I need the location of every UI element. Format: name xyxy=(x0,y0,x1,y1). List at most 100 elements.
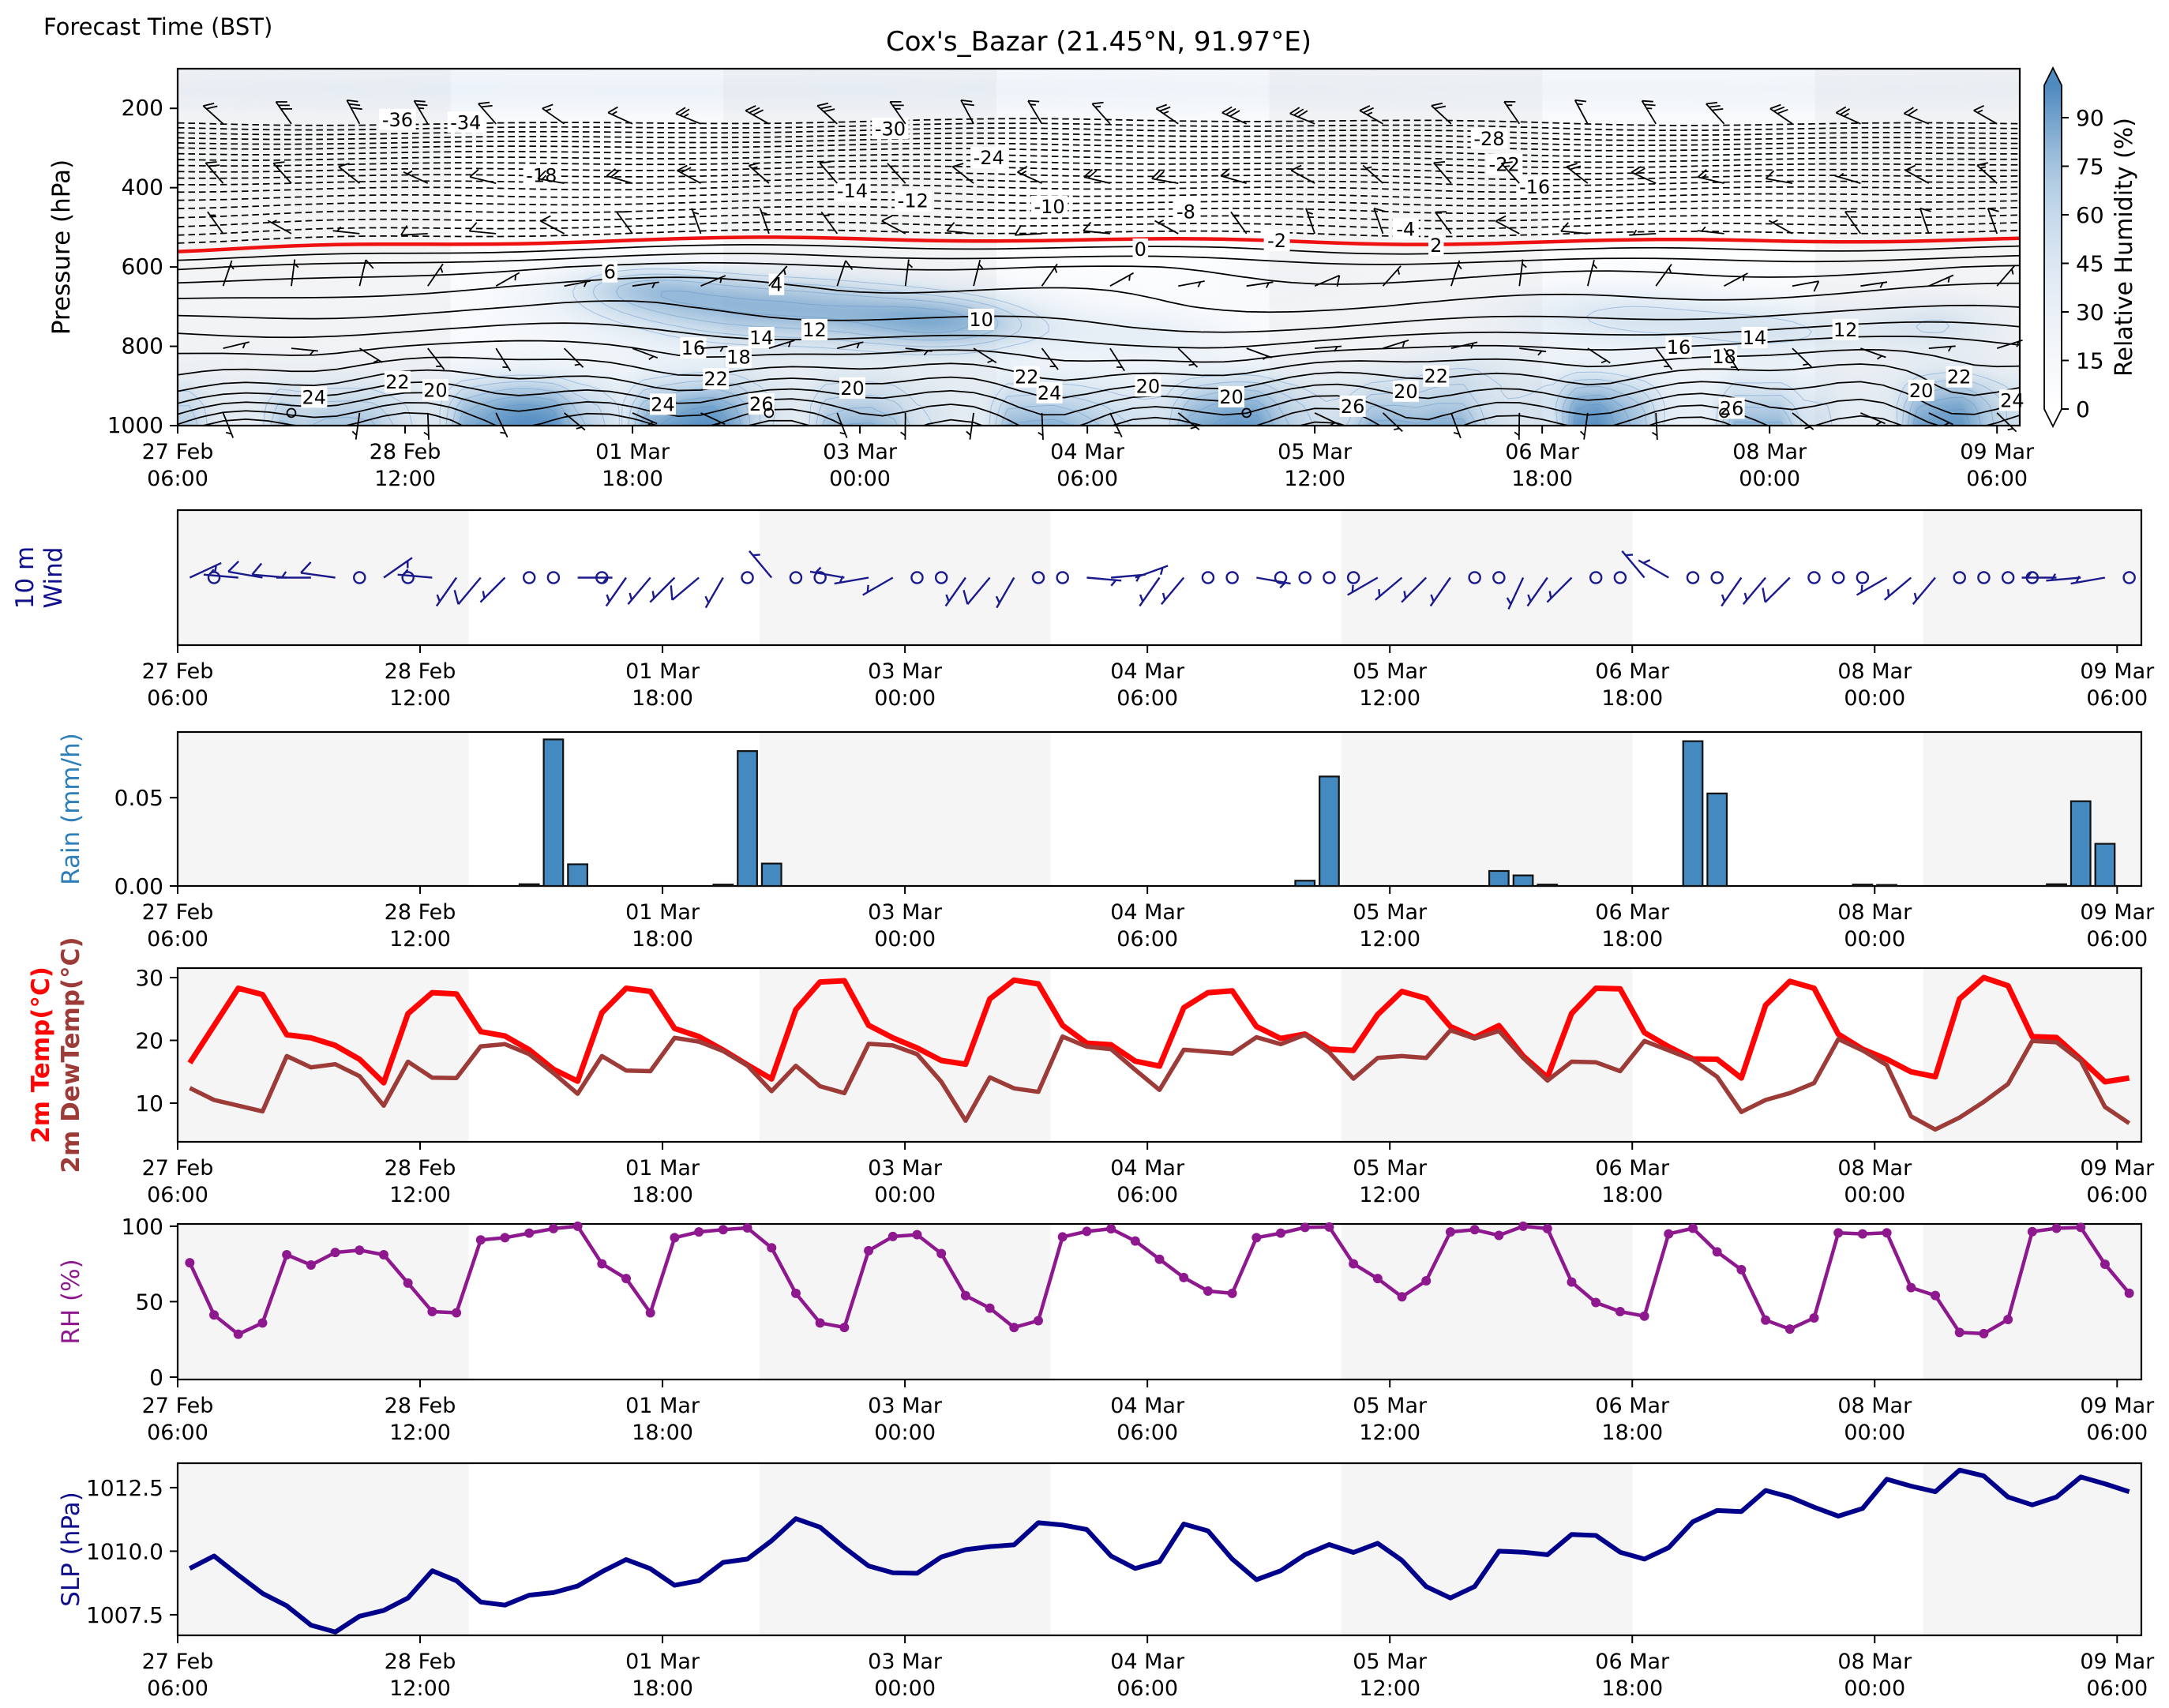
contour-label: 16 xyxy=(1667,336,1691,358)
contour-label: 12 xyxy=(802,319,827,341)
wind-barb xyxy=(1769,103,1793,125)
wind-barb xyxy=(300,561,336,579)
rh-marker xyxy=(1179,1272,1189,1282)
temp-contour-line xyxy=(923,419,983,426)
x-tick-label-date: 08 Mar xyxy=(1837,659,1912,684)
x-tick-label-date: 04 Mar xyxy=(1110,659,1185,684)
wind-barb xyxy=(427,347,445,370)
calm-circle xyxy=(1323,571,1336,584)
x-tick-label-date: 04 Mar xyxy=(1050,440,1125,464)
x-tick-label-time: 12:00 xyxy=(389,1676,451,1701)
rh-marker xyxy=(1276,1228,1286,1238)
rh-marker xyxy=(767,1243,777,1253)
y-tick-label: 800 xyxy=(122,333,163,359)
x-tick-label-date: 05 Mar xyxy=(1353,900,1428,925)
wind-barb xyxy=(1996,265,2016,287)
contour-label-box xyxy=(301,386,328,408)
x-tick-label-time: 00:00 xyxy=(874,1421,936,1445)
calm-circle xyxy=(1298,571,1312,584)
x-tick-label-date: 08 Mar xyxy=(1732,440,1807,464)
wind-barb xyxy=(1401,576,1428,603)
rh-contour-line xyxy=(1555,378,1656,426)
wind-barb xyxy=(2021,571,2057,579)
contour-label-box xyxy=(748,392,775,415)
y-tick-label: 0 xyxy=(149,1365,163,1391)
wind-barb xyxy=(1220,168,1247,184)
rh-marker xyxy=(330,1248,340,1258)
rh-marker xyxy=(185,1258,195,1268)
temp-contour-line xyxy=(1462,415,1570,426)
temp-contour-line xyxy=(177,348,2021,381)
colorbar-tick-label: 0 xyxy=(2076,396,2090,422)
contour-label-box xyxy=(1832,318,1859,340)
colorbar-tick-label: 30 xyxy=(2076,299,2104,325)
wind-barb xyxy=(1450,260,1462,287)
wind-barb xyxy=(960,99,974,125)
wind-barb xyxy=(691,208,702,235)
calm-circle xyxy=(1710,571,1724,584)
rh-contour-line xyxy=(1568,394,1631,426)
wind-barb xyxy=(748,162,770,184)
contour-label: 10 xyxy=(969,309,993,331)
rh-marker xyxy=(1349,1259,1359,1269)
x-tick-label-date: 09 Mar xyxy=(2080,659,2155,684)
x-tick-label-date: 28 Feb xyxy=(385,659,456,684)
x-tick-label-time: 18:00 xyxy=(632,1183,693,1207)
rh-marker xyxy=(475,1235,486,1245)
wind-barb xyxy=(1177,347,1199,368)
wind-barb xyxy=(1860,412,1886,426)
temp-contour-line xyxy=(177,142,2021,152)
wind-barb xyxy=(1289,107,1315,125)
wind-barb xyxy=(1792,412,1814,430)
rh-contour-line xyxy=(1733,421,1784,426)
x-tick-label-date: 04 Mar xyxy=(1110,1650,1185,1674)
wind-barb xyxy=(1314,274,1341,287)
wind-barb xyxy=(1973,104,1998,125)
wind-barb xyxy=(1987,208,1999,235)
wind-barb xyxy=(700,412,726,426)
rh-contour-line xyxy=(178,390,208,426)
temp-contour-line xyxy=(177,148,2020,157)
x-tick-label-date: 05 Mar xyxy=(1278,440,1353,464)
wind-barb xyxy=(1903,107,1930,125)
wind-barb xyxy=(1860,347,1886,360)
x-tick-label-time: 12:00 xyxy=(1359,1676,1420,1701)
wind-barb xyxy=(809,566,845,579)
x-tick-label-time: 06:00 xyxy=(147,686,208,711)
rh-marker xyxy=(960,1290,970,1301)
y-axis-label: 10 m xyxy=(11,546,39,610)
wind-barb xyxy=(837,341,864,349)
rh-contour-line xyxy=(1912,396,1981,426)
contour-label-box xyxy=(1173,201,1199,223)
x-tick-label-time: 06:00 xyxy=(147,467,208,491)
rh-marker xyxy=(694,1227,704,1237)
wind-barb xyxy=(203,569,238,579)
x-tick-label-date: 09 Mar xyxy=(2080,900,2155,925)
x-tick-label-date: 06 Mar xyxy=(1505,440,1580,464)
contour-label: 22 xyxy=(385,371,410,393)
x-tick-label-time: 06:00 xyxy=(147,1421,208,1445)
temp-contour-line xyxy=(177,191,2021,201)
contour-label: 26 xyxy=(749,393,774,415)
rh-marker xyxy=(1567,1277,1577,1287)
wind-barb xyxy=(400,225,428,236)
rh-marker xyxy=(1251,1233,1262,1243)
x-tick-label-time: 06:00 xyxy=(2086,1183,2148,1207)
rh-contour-line xyxy=(816,394,910,426)
wind-barb xyxy=(468,222,497,235)
contour-label-box xyxy=(1132,238,1149,261)
y-tick-label: 1012.5 xyxy=(86,1475,163,1501)
rh-contour-line xyxy=(1357,403,1477,426)
wind-barb xyxy=(605,576,627,607)
wind-barb xyxy=(272,161,292,184)
x-tick-label-date: 27 Feb xyxy=(142,440,214,464)
x-tick-label-date: 09 Mar xyxy=(2080,1650,2155,1674)
rh-marker xyxy=(257,1318,268,1328)
wind-barb xyxy=(768,340,795,349)
wind-barb xyxy=(1014,225,1042,236)
contour-label-box xyxy=(447,111,485,133)
x-tick-label-date: 04 Mar xyxy=(1110,1394,1185,1418)
rh-marker xyxy=(2076,1222,2086,1233)
wind-barb xyxy=(275,101,292,125)
temp-contour-line xyxy=(177,221,2021,236)
